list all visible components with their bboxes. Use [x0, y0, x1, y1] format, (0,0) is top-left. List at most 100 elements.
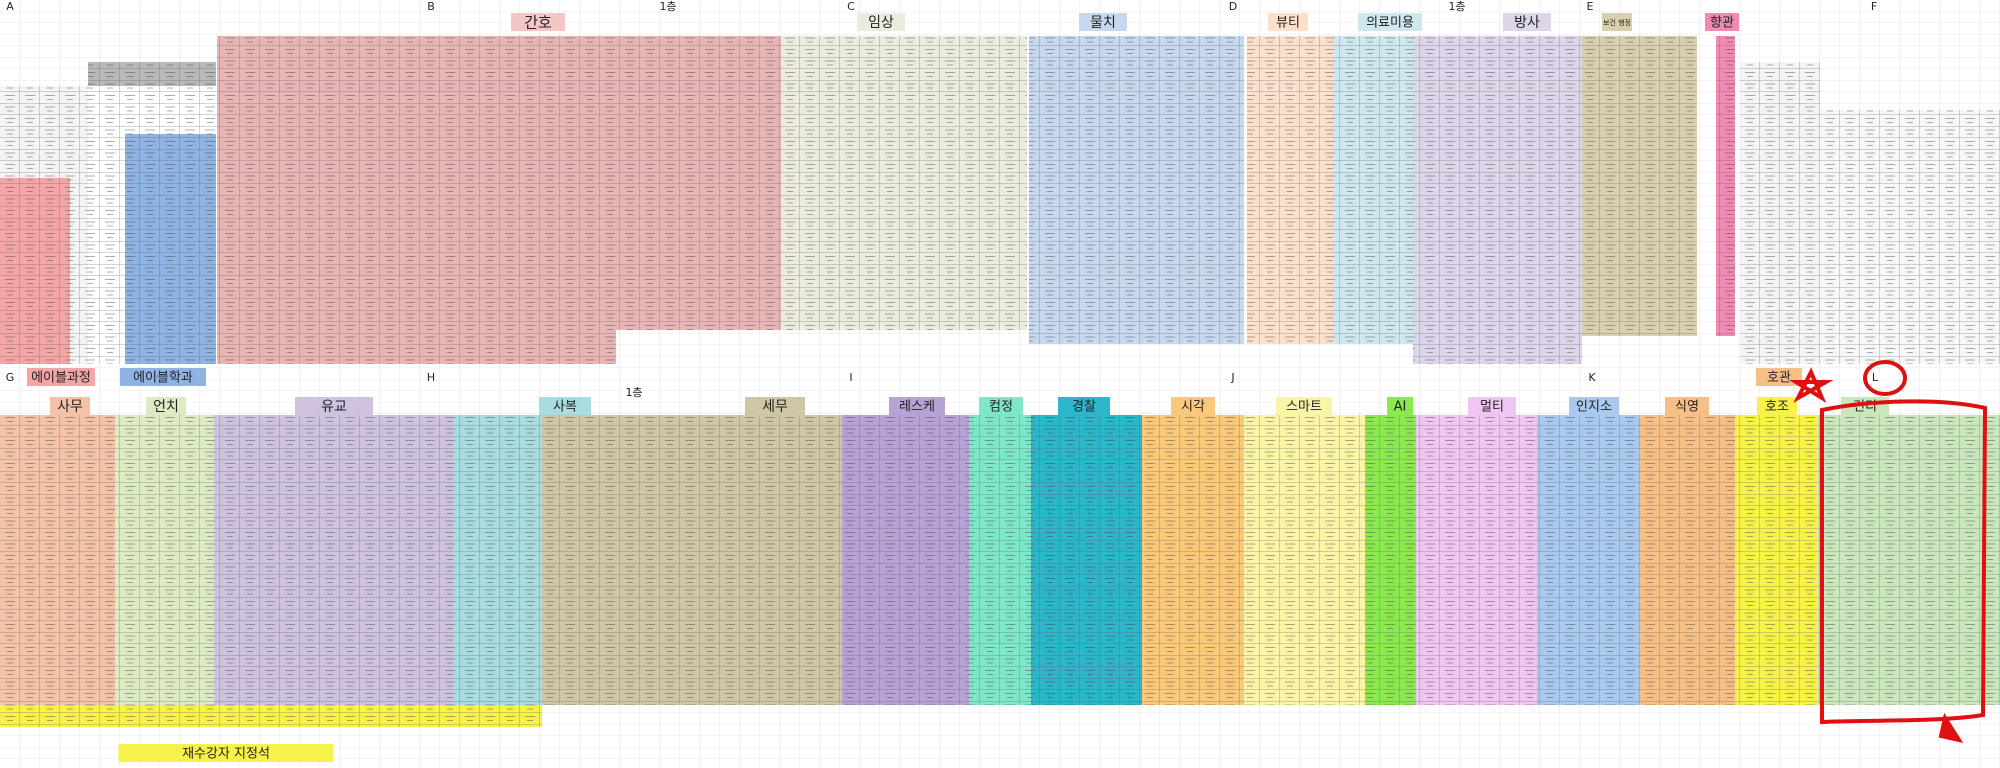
label-box: [120, 368, 206, 386]
label-box: [1058, 397, 1110, 415]
seat-cells: [1820, 110, 2000, 364]
label: 인지소: [1576, 400, 1612, 415]
seat-cells: [453, 415, 542, 705]
label: 언치: [153, 399, 179, 415]
label: 물치: [1090, 15, 1116, 31]
seat-cells: [1244, 415, 1365, 705]
seat-cells: [88, 62, 216, 86]
seat-cells: [1740, 62, 1820, 364]
seat-cells: [1413, 36, 1582, 364]
seat-cells: [781, 36, 1027, 330]
label: 사복: [553, 400, 577, 415]
label-box: [539, 397, 591, 415]
label: A: [6, 0, 14, 13]
label: 간호: [524, 14, 552, 32]
label: 1층: [1448, 0, 1465, 13]
label-box: [146, 397, 186, 415]
label: 보건 행정: [1603, 18, 1631, 27]
seat-cells: [1365, 415, 1416, 705]
seat-cells: [125, 134, 216, 364]
label: C: [847, 0, 855, 13]
label-box: [1602, 13, 1632, 31]
seat-cells: [542, 415, 842, 705]
label-box: [1079, 13, 1127, 31]
seat-cells: [1537, 415, 1639, 705]
seat-cells: [0, 415, 115, 727]
seat-cells: [217, 330, 616, 364]
label: B: [427, 0, 435, 13]
label: 유교: [321, 399, 347, 415]
seat-cells: [1639, 415, 1735, 705]
label-box: [118, 744, 334, 762]
seat-cells: [217, 36, 781, 330]
label: 식영: [1675, 400, 1699, 415]
seat-cells: [1716, 36, 1735, 336]
label-box: [979, 397, 1023, 415]
label: 호조: [1765, 400, 1789, 415]
seat-cells: [0, 178, 70, 364]
label: 스마트: [1286, 400, 1322, 415]
label: 세무: [762, 399, 788, 415]
label: 호관: [1767, 371, 1791, 386]
label: 향관: [1710, 16, 1734, 31]
label: I: [849, 371, 852, 384]
seat-blocks: [0, 36, 2000, 727]
label-box: [857, 13, 905, 31]
label-box: [1569, 397, 1619, 415]
seat-cells: [0, 705, 542, 727]
label: H: [427, 371, 435, 384]
seat-cells: [1029, 36, 1244, 344]
label: 1층: [625, 386, 642, 399]
label-box: [1387, 397, 1413, 415]
label-box: [745, 397, 805, 415]
label-box: [1757, 397, 1797, 415]
label: 에이블학과: [133, 371, 193, 386]
label: 임상: [868, 15, 894, 31]
label: D: [1229, 0, 1237, 13]
label: 방사: [1514, 15, 1540, 31]
label-box: [1503, 13, 1551, 31]
label: AI: [1394, 400, 1407, 415]
label: 경찰: [1072, 400, 1096, 415]
label-box: [1171, 397, 1215, 415]
label-box: [1268, 13, 1308, 31]
label-box: [50, 397, 90, 415]
seat-cells: [1582, 36, 1697, 336]
label: J: [1230, 371, 1234, 384]
label: 시각: [1181, 400, 1205, 415]
label: 멀티: [1480, 400, 1504, 415]
label-box: [1756, 368, 1802, 386]
label: 사무: [57, 399, 83, 415]
seat-cells: [214, 415, 453, 705]
label: 에이블과정: [31, 371, 91, 386]
label-box: [1705, 13, 1739, 31]
label: 1층: [659, 0, 676, 13]
seat-cells: [1818, 415, 2000, 705]
seat-cells: [1142, 415, 1244, 705]
label-box: [1665, 397, 1709, 415]
label: L: [1872, 371, 1879, 384]
seat-cells: [1247, 36, 1333, 344]
label-box: [1468, 397, 1516, 415]
label: 뷰티: [1276, 16, 1300, 31]
label-box: [889, 397, 945, 415]
seat-cells: [842, 415, 969, 705]
label-box: [511, 13, 565, 31]
label: K: [1588, 371, 1596, 384]
label-box: [1358, 13, 1422, 31]
label: 컴정: [989, 400, 1013, 415]
seat-cells: [1416, 415, 1537, 705]
seat-cells: [1031, 415, 1142, 705]
label: 재수강자 지정석: [182, 747, 270, 762]
label-box: [27, 368, 95, 386]
seat-cells: [1735, 415, 1818, 705]
seat-cells: [1333, 36, 1413, 344]
label-box: [1276, 397, 1332, 415]
label: 의료미용: [1366, 16, 1414, 31]
annotations: [1788, 360, 1988, 743]
label: G: [6, 371, 15, 384]
label: 레스케: [899, 400, 935, 415]
label: E: [1587, 0, 1594, 13]
